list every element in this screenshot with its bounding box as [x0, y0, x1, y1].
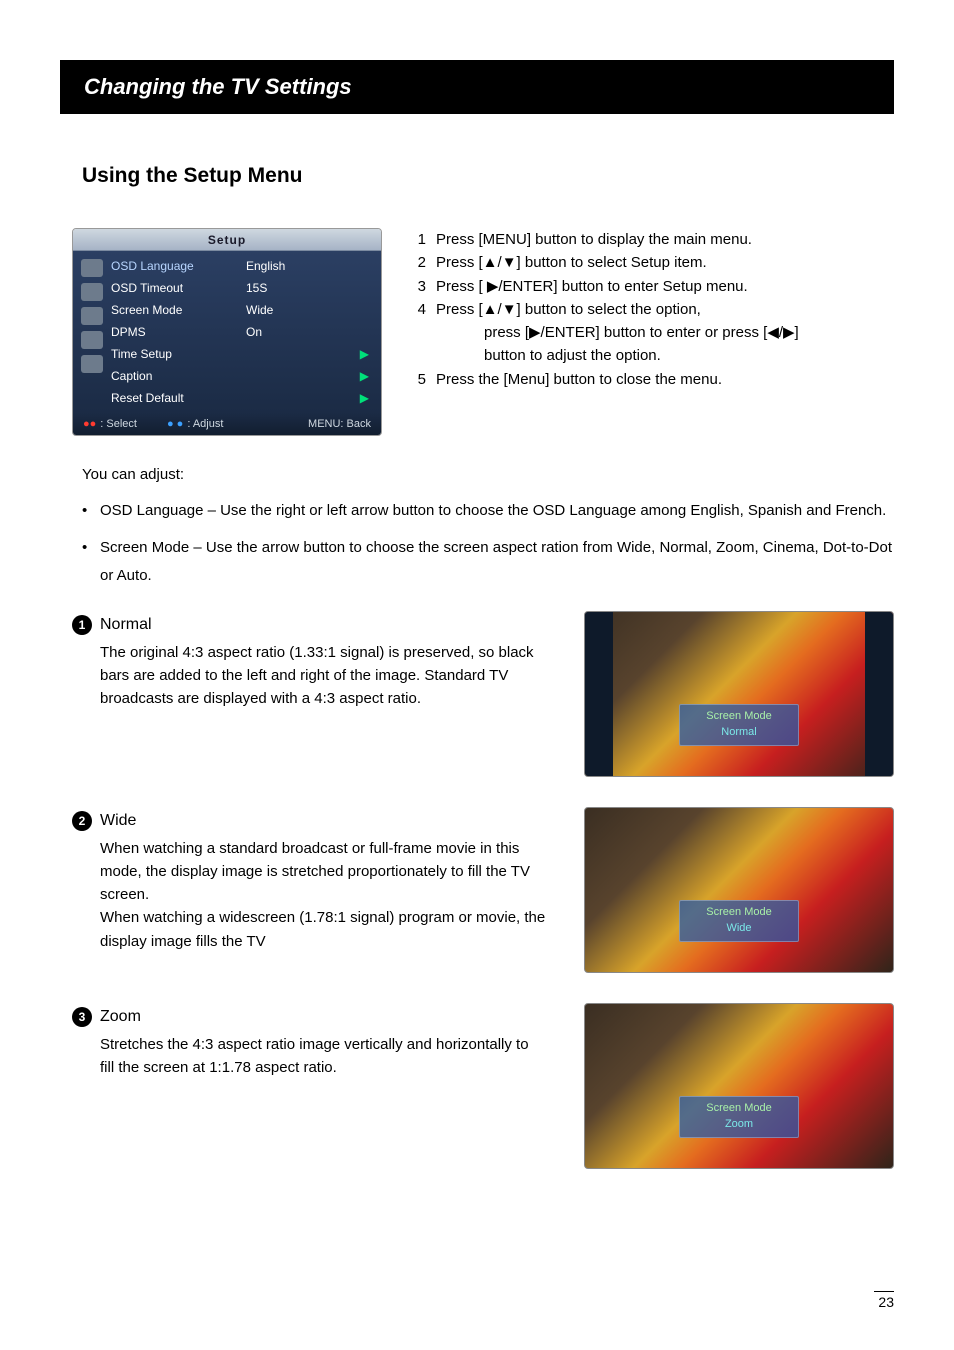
arrow-right-icon: ▶ [360, 347, 369, 361]
step-text: press [▶/ENTER] button to enter or press… [484, 321, 799, 344]
menu-icon [81, 331, 103, 349]
adjust-lead: You can adjust: [82, 466, 894, 483]
osd-row-value: English [246, 259, 285, 273]
osd-icon-strip [73, 257, 111, 407]
step-row: 4 Press [▲/▼] button to select the option… [412, 298, 799, 321]
step-row: button to adjust the option. [412, 344, 799, 367]
screen-preview: Screen ModeWide [584, 807, 894, 973]
osd-foot-adjust: ● ●: Adjust [167, 413, 223, 435]
screen-preview: Screen ModeNormal [584, 611, 894, 777]
osd-row-label: OSD Timeout [111, 281, 246, 295]
osd-row-value: On [246, 325, 262, 339]
mode-row: 3 Zoom Stretches the 4:3 aspect ratio imag… [72, 1003, 894, 1169]
step-row: press [▶/ENTER] button to enter or press… [412, 321, 799, 344]
step-text: Press [▲/▼] button to select the option, [436, 298, 701, 321]
mode-name: Wide [100, 812, 136, 830]
mode-name: Zoom [100, 1008, 141, 1026]
mode-desc: The original 4:3 aspect ratio (1.33:1 si… [100, 641, 546, 711]
osd-row-label: Screen Mode [111, 303, 246, 317]
osd-menu: Setup OSD LanguageEnglishOSD Timeout15SS… [72, 228, 382, 436]
arrow-right-icon: ▶ [360, 391, 369, 405]
overlay-line1: Screen Mode [706, 709, 771, 724]
osd-row: Screen ModeWide [111, 301, 369, 319]
arrow-right-icon: ▶ [360, 369, 369, 383]
overlay-line1: Screen Mode [706, 1101, 771, 1116]
osd-row: Reset Default ▶ [111, 389, 369, 407]
adjust-item: •Screen Mode – Use the arrow button to c… [82, 534, 894, 591]
osd-row-value: 15S [246, 281, 267, 295]
overlay-line2: Normal [721, 725, 756, 740]
osd-foot-select: ●●: Select [83, 413, 137, 435]
step-text: button to adjust the option. [484, 344, 661, 367]
menu-icon [81, 283, 103, 301]
step-text: Press [ ▶/ENTER] button to enter Setup m… [436, 275, 748, 298]
step-text: Press [▲/▼] button to select Setup item. [436, 251, 707, 274]
mode-badge: 3 [72, 1007, 92, 1027]
step-number: 1 [412, 228, 426, 251]
osd-overlay: Screen ModeNormal [679, 704, 799, 746]
adjust-text: Screen Mode – Use the arrow button to ch… [100, 534, 894, 591]
mode-row: 1 Normal The original 4:3 aspect ratio (1.… [72, 611, 894, 777]
overlay-line2: Wide [726, 921, 751, 936]
step-number: 2 [412, 251, 426, 274]
page-number: 23 [874, 1291, 894, 1310]
step-number [436, 344, 450, 367]
overlay-line1: Screen Mode [706, 905, 771, 920]
mode-name: Normal [100, 616, 152, 634]
mode-badge: 1 [72, 615, 92, 635]
adjust-list: • OSD Language – Use the right or left ar… [82, 497, 894, 591]
osd-row: OSD LanguageEnglish [111, 257, 369, 275]
step-number [436, 321, 450, 344]
bullet-icon: • [82, 497, 92, 526]
mode-desc: When watching a standard broadcast or fu… [100, 837, 546, 953]
step-number: 5 [412, 368, 426, 391]
steps-list: 1 Press [MENU] button to display the main… [412, 228, 799, 436]
step-row: 2 Press [▲/▼] button to select Setup item… [412, 251, 799, 274]
bullet-icon: • [82, 534, 92, 591]
osd-title: Setup [73, 229, 381, 251]
step-number: 4 [412, 298, 426, 321]
osd-overlay: Screen ModeZoom [679, 1096, 799, 1138]
osd-row-label: Reset Default [111, 391, 246, 405]
osd-row-label: Time Setup [111, 347, 246, 361]
menu-icon [81, 259, 103, 277]
mode-row: 2 Wide When watching a standard broadcast … [72, 807, 894, 973]
osd-row: Time Setup ▶ [111, 345, 369, 363]
osd-foot-back: MENU: Back [308, 413, 371, 435]
step-row: 5 Press the [Menu] button to close the me… [412, 368, 799, 391]
osd-row: DPMSOn [111, 323, 369, 341]
page-title-bar: Changing the TV Settings [60, 60, 894, 114]
osd-row: OSD Timeout15S [111, 279, 369, 297]
menu-icon [81, 307, 103, 325]
step-row: 1 Press [MENU] button to display the main… [412, 228, 799, 251]
osd-row-label: DPMS [111, 325, 246, 339]
step-row: 3 Press [ ▶/ENTER] button to enter Setup … [412, 275, 799, 298]
adjust-text: OSD Language – Use the right or left arr… [100, 497, 894, 526]
osd-overlay: Screen ModeWide [679, 900, 799, 942]
menu-icon [81, 355, 103, 373]
step-number: 3 [412, 275, 426, 298]
osd-row-value: Wide [246, 303, 273, 317]
section-heading: Using the Setup Menu [82, 164, 894, 188]
osd-row-label: OSD Language [111, 259, 246, 273]
step-text: Press [MENU] button to display the main … [436, 228, 752, 251]
mode-badge: 2 [72, 811, 92, 831]
screen-preview: Screen ModeZoom [584, 1003, 894, 1169]
overlay-line2: Zoom [725, 1117, 753, 1132]
mode-desc: Stretches the 4:3 aspect ratio image ver… [100, 1033, 546, 1080]
adjust-item: • OSD Language – Use the right or left ar… [82, 497, 894, 526]
step-text: Press the [Menu] button to close the men… [436, 368, 722, 391]
osd-row: Caption ▶ [111, 367, 369, 385]
osd-row-label: Caption [111, 369, 246, 383]
